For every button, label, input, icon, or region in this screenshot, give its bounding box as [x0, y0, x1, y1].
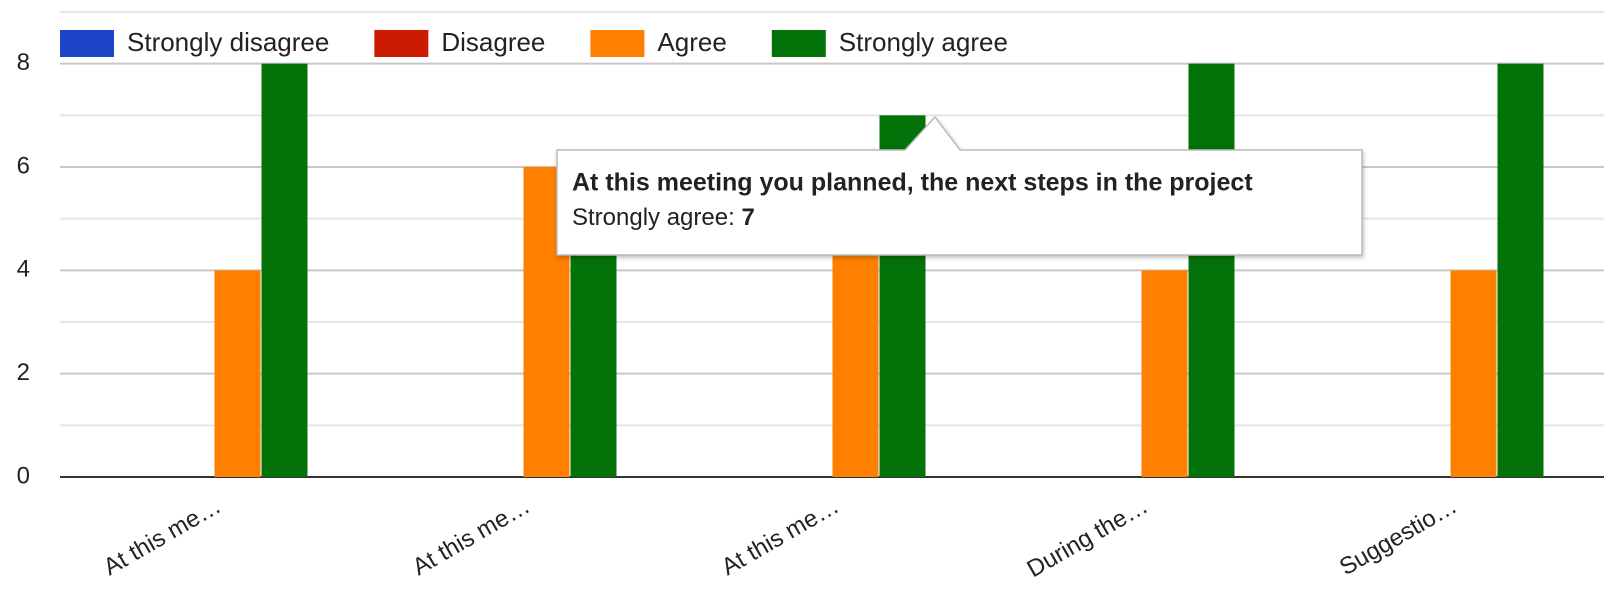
bar: [570, 218, 617, 477]
legend-swatch: [60, 30, 114, 57]
legend-label: Strongly agree: [839, 27, 1008, 57]
bar: [1188, 63, 1235, 478]
x-tick-label: During the…: [1022, 492, 1152, 583]
x-tick-label: Suggestio…: [1335, 492, 1462, 581]
tooltip-value: 7: [741, 204, 754, 231]
legend-swatch: [771, 30, 826, 57]
y-tick-label: 2: [17, 359, 30, 386]
y-tick-label: 4: [17, 256, 30, 283]
x-tick-label: At this me…: [99, 492, 226, 581]
y-tick-label: 6: [17, 152, 30, 179]
tooltip: At this meeting you planned, the next st…: [556, 115, 1363, 256]
y-tick-label: 8: [17, 49, 30, 76]
legend-swatch: [590, 30, 645, 57]
tooltip-title: At this meeting you planned, the next st…: [572, 169, 1253, 197]
tooltip-box: [556, 115, 1363, 256]
bar: [261, 63, 308, 478]
tooltip-label: Strongly agree:: [572, 204, 741, 231]
legend-swatch: [374, 30, 429, 57]
x-tick-label: At this me…: [408, 492, 535, 581]
bar: [1141, 270, 1188, 477]
legend-label: Strongly disagree: [127, 27, 329, 57]
x-tick-label: At this me…: [717, 492, 844, 581]
legend-label: Disagree: [441, 27, 545, 57]
bar: [1497, 63, 1544, 478]
legend-label: Agree: [657, 27, 726, 57]
bar: [214, 270, 261, 477]
bar: [1450, 270, 1497, 477]
y-tick-label: 0: [17, 462, 30, 489]
tooltip-line: Strongly agree: 7: [572, 204, 755, 231]
bar: [832, 218, 879, 477]
